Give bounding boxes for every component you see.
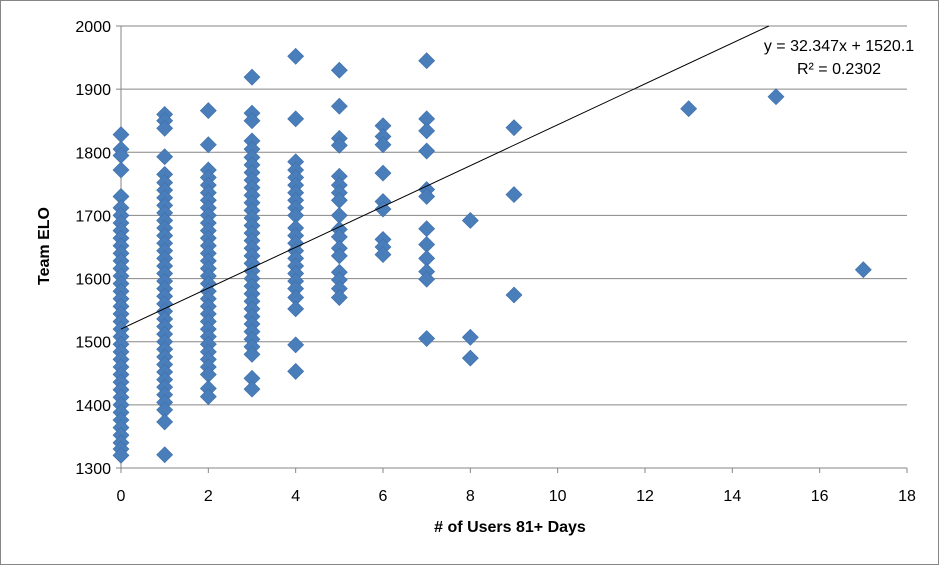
x-tick-label: 8 [466, 488, 475, 505]
x-tick-label: 6 [379, 488, 388, 505]
data-point [156, 119, 174, 137]
trendline [120, 25, 770, 330]
trendline-equation: y = 32.347x + 1520.1 [764, 38, 914, 55]
data-point [505, 119, 523, 137]
tick-labels: 1300 1400 1500 1600 1700 1800 1900 2000 0 2 4 6 8 10 1… [75, 19, 916, 505]
data-point [287, 336, 305, 354]
data-point [680, 100, 698, 118]
data-points [112, 47, 872, 464]
data-point [418, 220, 436, 238]
data-point [374, 246, 392, 264]
y-tick-label: 1600 [75, 272, 111, 289]
x-tick-label: 14 [723, 488, 741, 505]
y-axis-title: Team ELO [36, 207, 53, 285]
data-point [461, 212, 479, 229]
data-point [199, 136, 217, 154]
x-tick-label: 16 [811, 488, 829, 505]
y-tick-label: 2000 [75, 19, 111, 36]
x-axis-title: # of Users 81+ Days [434, 519, 586, 536]
data-point [156, 413, 174, 431]
x-tick-label: 2 [204, 488, 213, 505]
data-point [418, 142, 436, 160]
data-point [243, 345, 261, 363]
data-point [112, 126, 130, 144]
x-tick-label: 18 [898, 488, 916, 505]
data-point [374, 136, 392, 154]
data-point [505, 286, 523, 304]
trendline-r-squared: R² = 0.2302 [797, 61, 881, 78]
data-point [330, 97, 348, 115]
data-point [287, 300, 305, 318]
trendline-layer [120, 25, 770, 330]
data-point [330, 136, 348, 154]
data-point [112, 446, 130, 464]
x-tick-label: 10 [549, 488, 567, 505]
data-point [418, 188, 436, 205]
data-point [461, 328, 479, 346]
y-tick-label: 1300 [75, 461, 111, 478]
gridlines [121, 25, 907, 406]
y-tick-label: 1900 [75, 82, 111, 99]
axes [116, 25, 908, 473]
data-point [505, 186, 523, 204]
data-point [418, 270, 436, 288]
data-point [243, 68, 261, 86]
x-tick-label: 0 [117, 488, 126, 505]
data-point [287, 47, 305, 65]
data-point [854, 261, 872, 279]
data-point [418, 122, 436, 140]
data-point [199, 102, 217, 120]
y-tick-label: 1400 [75, 398, 111, 415]
data-point [767, 88, 785, 106]
y-tick-label: 1500 [75, 335, 111, 352]
data-point [287, 110, 305, 128]
data-point [330, 61, 348, 79]
x-tick-label: 12 [636, 488, 654, 505]
data-point [374, 164, 392, 182]
data-point [418, 330, 436, 347]
x-tick-label: 4 [291, 488, 300, 505]
data-point [156, 446, 174, 464]
data-point [461, 349, 479, 367]
data-point [418, 52, 436, 70]
data-point [156, 148, 174, 166]
data-point [287, 362, 305, 380]
data-point [243, 112, 261, 130]
data-point [330, 289, 348, 306]
data-point [112, 161, 130, 179]
data-point [199, 388, 217, 406]
data-point [243, 380, 261, 398]
y-tick-label: 1800 [75, 145, 111, 162]
y-tick-label: 1700 [75, 208, 111, 225]
